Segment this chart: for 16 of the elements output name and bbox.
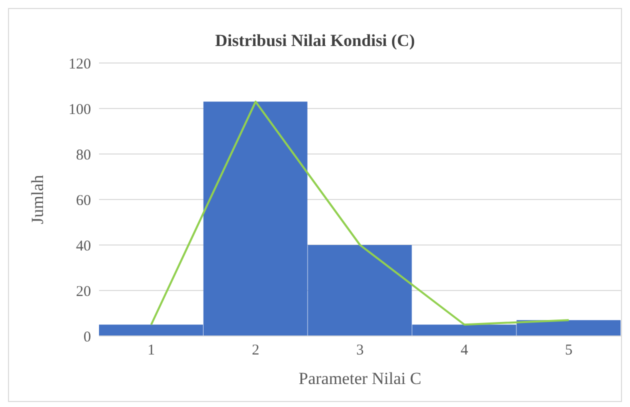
x-axis-title: Parameter Nilai C [298, 369, 422, 388]
y-tick-label: 0 [84, 329, 91, 346]
y-tick-label: 100 [68, 102, 91, 118]
y-axis-title: Jumlah [28, 174, 48, 224]
x-tick-label: 2 [252, 342, 260, 359]
x-tick-label: 5 [565, 342, 573, 359]
chart-title: Distribusi Nilai Kondisi (C) [214, 31, 416, 51]
y-tick-label: 40 [76, 238, 91, 254]
y-tick-label: 120 [68, 56, 91, 72]
y-tick-label: 60 [76, 192, 91, 209]
y-tick-label: 20 [76, 284, 91, 300]
y-tick-label: 80 [76, 147, 91, 164]
line-series [150, 100, 570, 326]
x-tick-label: 4 [460, 342, 469, 359]
x-tick-label: 3 [356, 342, 364, 359]
x-tick-label: 1 [147, 342, 155, 359]
